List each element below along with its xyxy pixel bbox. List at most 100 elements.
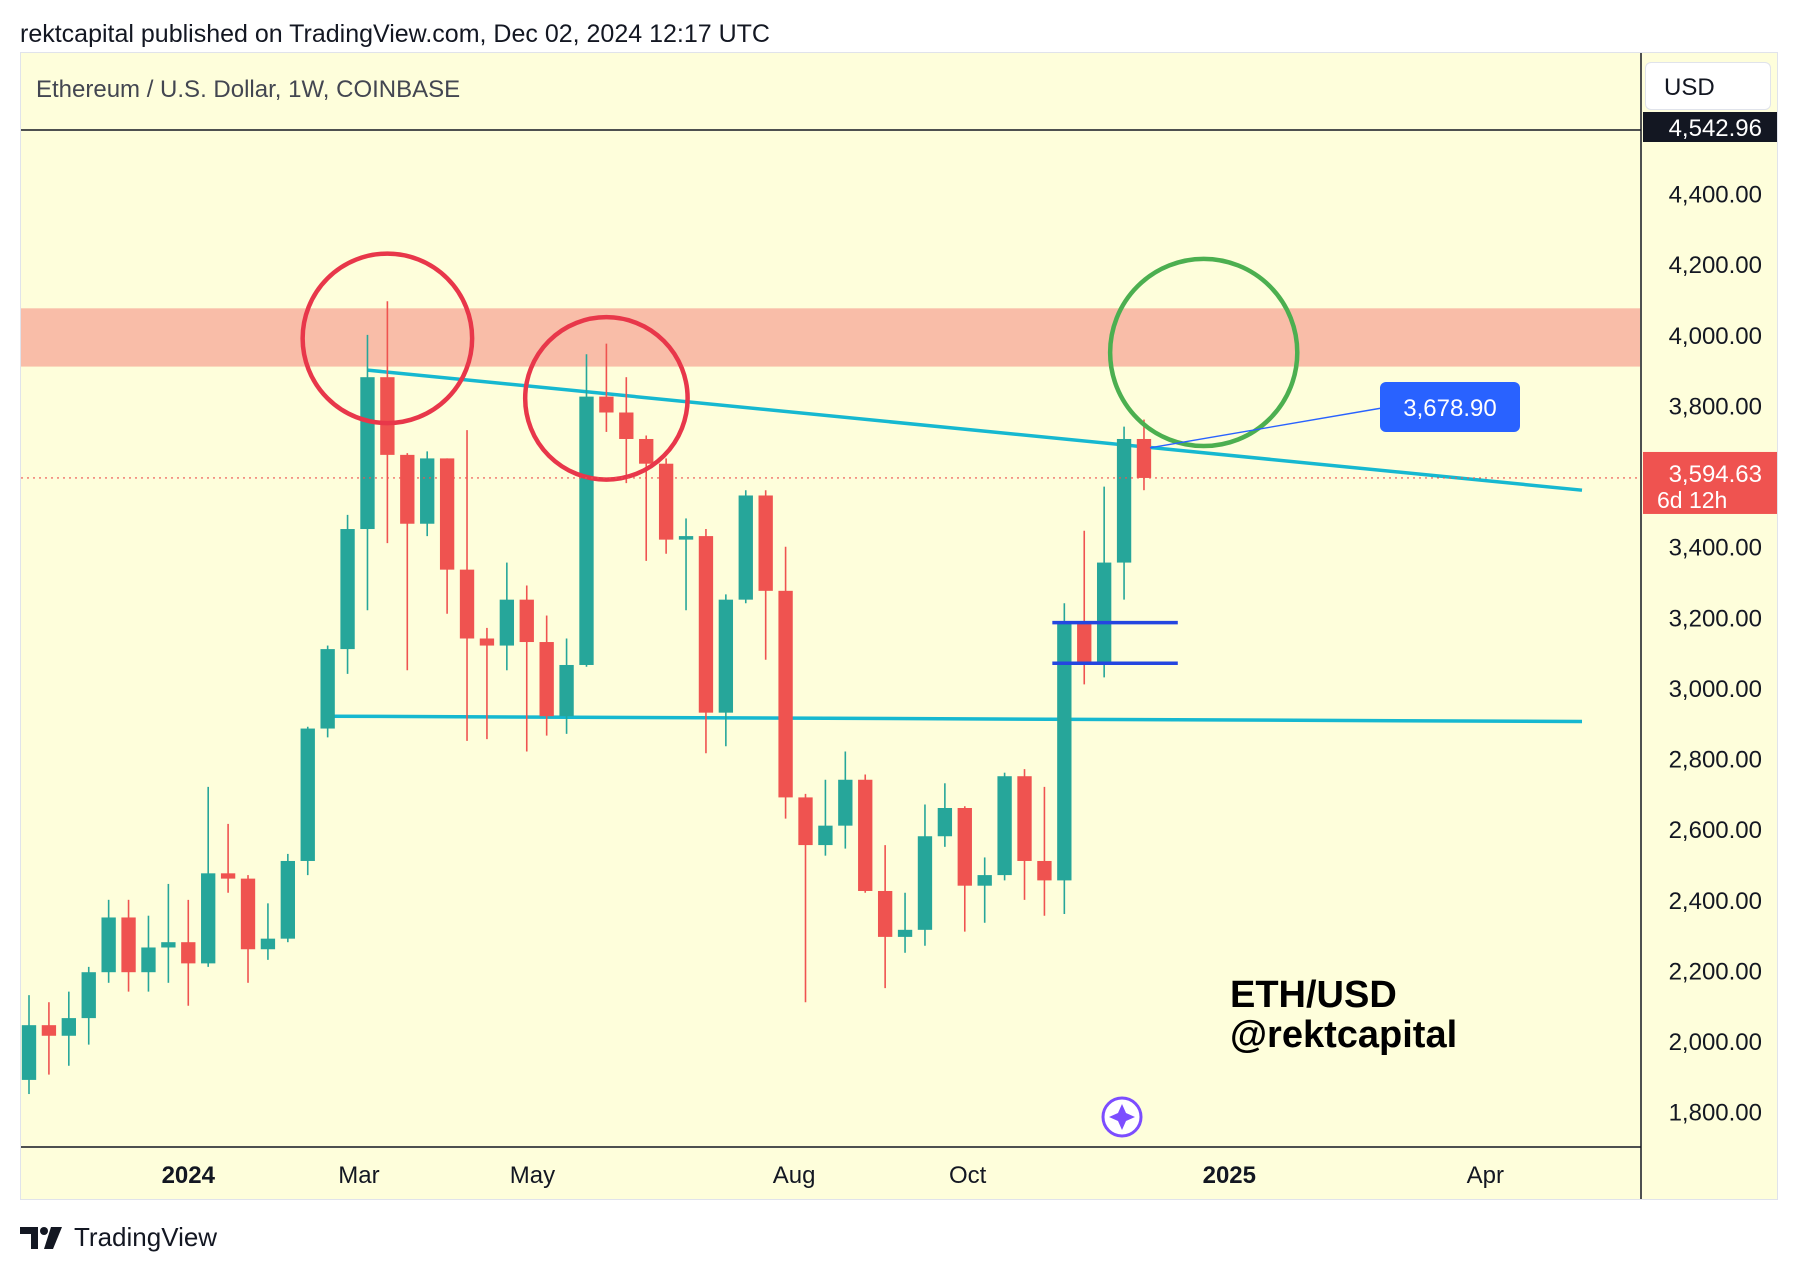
annotation-pair: ETH/USD (1230, 974, 1397, 1016)
candle (718, 594, 734, 747)
candle-body (1136, 438, 1152, 478)
red-circle-1[interactable] (300, 251, 475, 426)
last-price-value: 3,594.63 (1669, 461, 1762, 488)
sparkle-icon[interactable] (1101, 1096, 1143, 1138)
bar-countdown: 6d 12h (1657, 487, 1727, 513)
x-tick-label: Apr (1467, 1162, 1504, 1189)
candle (340, 514, 355, 674)
candle-body (340, 529, 355, 650)
candle-body (977, 875, 992, 886)
x-tick-label: 2024 (162, 1162, 216, 1189)
candle-body (21, 1025, 37, 1080)
candle-body (858, 779, 873, 891)
candle-body (838, 779, 853, 826)
candle-body (380, 377, 395, 455)
candle (1037, 786, 1052, 916)
resistance-zone[interactable] (21, 308, 1640, 367)
candle (459, 430, 475, 741)
tradingview-logo[interactable]: TradingView (20, 1222, 217, 1253)
candle-body (539, 642, 554, 717)
y-tick-label: 2,600.00 (1669, 817, 1762, 844)
y-tick-label: 2,200.00 (1669, 958, 1762, 985)
candle-body (897, 929, 913, 937)
candle (420, 451, 435, 537)
candle-body (459, 569, 475, 639)
candle (559, 638, 574, 734)
candle-body (937, 808, 953, 837)
candle (599, 343, 614, 432)
candle (738, 490, 753, 604)
red-circle-2[interactable] (522, 314, 690, 482)
candle (141, 915, 156, 992)
x-tick-label: Mar (338, 1162, 379, 1189)
y-tick-label: 2,800.00 (1669, 747, 1762, 774)
last-price-badge[interactable] (1643, 451, 1777, 514)
candle (1096, 486, 1112, 678)
y-tick-label: 1,800.00 (1669, 1100, 1762, 1127)
candle (639, 435, 654, 561)
candle (300, 726, 315, 876)
candle-body (778, 590, 793, 798)
candle (858, 774, 873, 893)
candle (220, 823, 236, 893)
candle (61, 991, 76, 1066)
candle (320, 645, 335, 738)
y-tick-label: 4,200.00 (1669, 252, 1762, 279)
candle-body (738, 495, 753, 600)
candle-body (678, 536, 694, 540)
candle-body (798, 797, 813, 846)
candle-body (519, 599, 534, 643)
candle (1116, 426, 1132, 600)
candle-body (479, 638, 495, 646)
candle-body (1037, 860, 1052, 881)
annotation-handle: @rektcapital (1230, 1014, 1457, 1056)
candle-body (619, 412, 634, 439)
candle (280, 853, 296, 943)
candle-body (161, 942, 176, 948)
currency-button[interactable]: USD (1645, 62, 1771, 110)
candle (619, 377, 634, 484)
descending-resistance-trendline[interactable] (367, 368, 1583, 492)
candle-body (439, 458, 455, 570)
green-circle[interactable] (1107, 256, 1300, 449)
horizontal-support-trendline[interactable] (327, 714, 1583, 724)
x-tick-label: 2025 (1203, 1162, 1256, 1189)
top-price-value: 4,542.96 (1669, 115, 1762, 142)
candle (101, 899, 116, 983)
candle-body (877, 890, 893, 937)
candle (838, 751, 853, 849)
candle-body (957, 808, 972, 886)
candle-body (320, 649, 335, 729)
candle (579, 354, 594, 667)
sparkle-icon-star (1109, 1104, 1135, 1130)
candle-body (360, 377, 375, 530)
candle-body (81, 972, 96, 1019)
candle (260, 903, 276, 960)
y-tick-label: 4,400.00 (1669, 182, 1762, 209)
candle (360, 334, 375, 611)
x-tick-label: Aug (773, 1162, 816, 1189)
candle (698, 529, 714, 754)
candle (161, 883, 176, 983)
tradingview-brand: TradingView (74, 1222, 218, 1252)
candle (798, 793, 813, 1003)
candle (81, 966, 96, 1045)
candle (21, 995, 37, 1095)
candle (121, 899, 136, 992)
candle (778, 546, 793, 819)
candle-body (240, 878, 256, 950)
candle-body (639, 438, 654, 464)
candle (818, 779, 833, 856)
candle-body (280, 860, 296, 939)
candle (41, 1002, 57, 1075)
chart-frame (20, 52, 1778, 1200)
candle (977, 857, 992, 923)
y-tick-label: 3,000.00 (1669, 676, 1762, 703)
candle-body (400, 454, 415, 524)
price-label-box[interactable] (1380, 382, 1520, 432)
candle (997, 772, 1012, 881)
x-tick-label: Oct (949, 1162, 987, 1189)
candle (479, 627, 495, 740)
candle-body (499, 599, 515, 646)
